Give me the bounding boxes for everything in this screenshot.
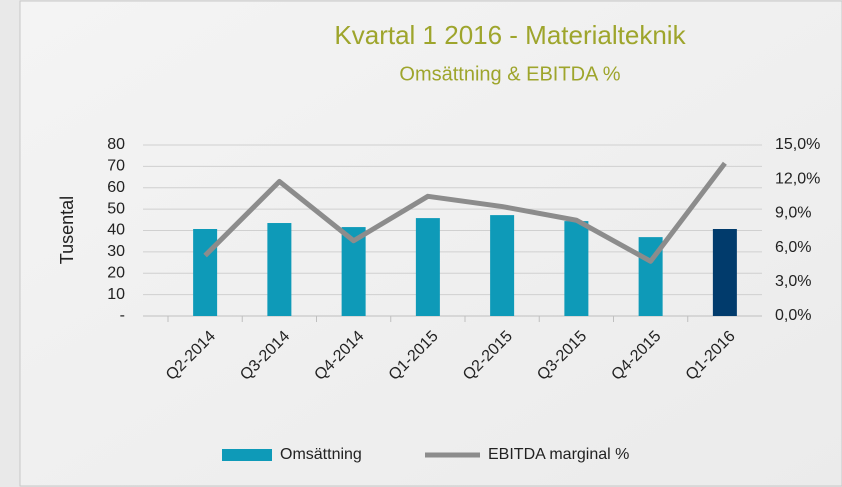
y2-tick-label: 3,0% [775,273,811,290]
bar [712,229,737,316]
y-tick-label: 10 [107,286,125,303]
legend-swatch [222,449,272,461]
y-tick-label: - [120,307,125,324]
y2-tick-label: 6,0% [775,239,811,256]
y-tick-label: 40 [107,222,125,239]
y2-tick-label: 9,0% [775,205,811,222]
bar [415,218,440,316]
chart-title: Kvartal 1 2016 - Materialteknik [334,20,686,50]
y-tick-label: 70 [107,158,125,175]
bar [564,221,589,316]
y2-tick-label: 0,0% [775,307,811,324]
legend-label: EBITDA marginal % [488,446,629,463]
y-tick-label: 30 [107,243,125,260]
y2-tick-label: 12,0% [775,170,820,187]
bar [490,215,515,316]
y-tick-label: 50 [107,200,125,217]
y-tick-label: 80 [107,136,125,153]
y-tick-label: 20 [107,264,125,281]
bar [267,223,292,316]
legend-label: Omsättning [280,446,362,463]
y2-tick-label: 15,0% [775,136,820,153]
chart-subtitle: Omsättning & EBITDA % [399,63,620,85]
y-axis-label: Tusental [57,196,77,264]
y-tick-label: 60 [107,179,125,196]
line [203,161,727,264]
bar [193,229,218,316]
